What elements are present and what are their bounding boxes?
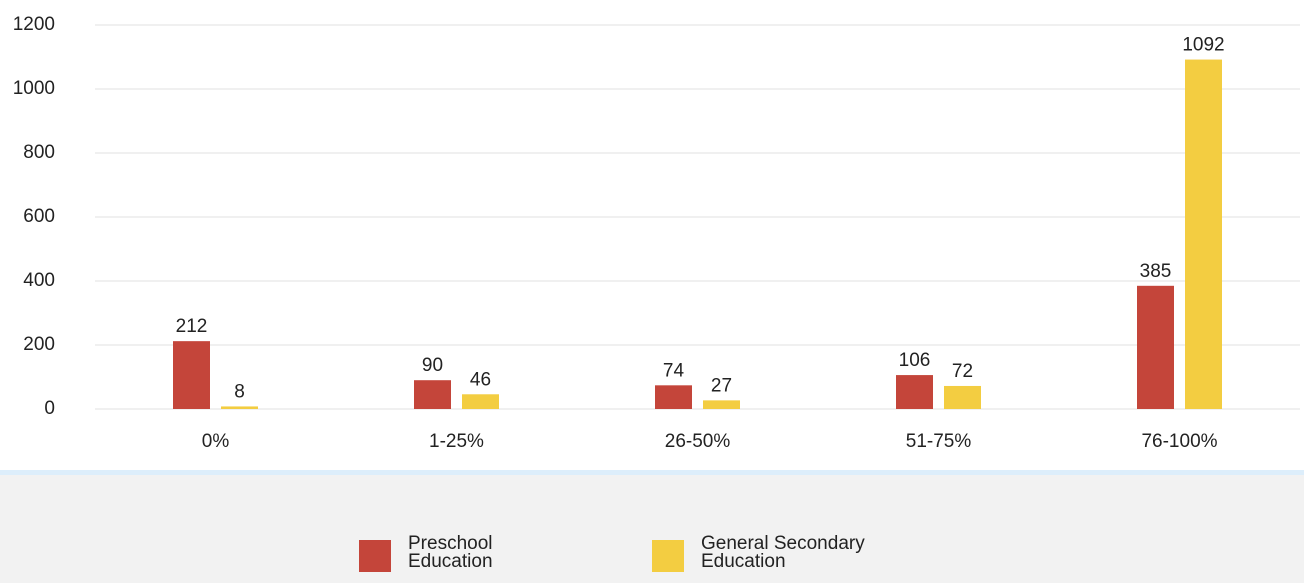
legend-swatch <box>652 540 684 572</box>
y-tick-label: 1000 <box>13 78 55 99</box>
bar <box>655 385 692 409</box>
value-label: 1092 <box>1182 35 1224 56</box>
value-label: 74 <box>663 360 685 381</box>
legend-item: General Secondary Education <box>652 533 911 572</box>
y-tick-label: 800 <box>23 142 55 163</box>
y-tick-label: 1200 <box>13 14 55 35</box>
bar <box>414 380 451 409</box>
bar <box>462 394 499 409</box>
value-label: 385 <box>1140 261 1172 282</box>
x-tick-label: 0% <box>202 431 230 452</box>
x-tick-label: 51-75% <box>906 431 972 452</box>
legend-label: General Secondary Education <box>701 533 865 572</box>
value-label: 27 <box>711 375 732 396</box>
value-label: 90 <box>422 355 443 376</box>
value-label: 106 <box>899 350 931 371</box>
y-tick-label: 400 <box>23 270 55 291</box>
x-tick-label: 26-50% <box>665 431 731 452</box>
value-label: 8 <box>234 381 245 402</box>
value-label: 212 <box>176 316 208 337</box>
y-tick-label: 600 <box>23 206 55 227</box>
bar <box>221 406 258 409</box>
legend-swatch <box>359 540 391 572</box>
value-label: 46 <box>470 369 491 390</box>
bar <box>703 400 740 409</box>
x-tick-label: 1-25% <box>429 431 484 452</box>
y-tick-label: 0 <box>44 398 55 419</box>
bar <box>173 341 210 409</box>
bar <box>1185 59 1222 410</box>
value-label: 72 <box>952 361 973 382</box>
legend: Preschool Education General Secondary Edu… <box>0 470 1304 583</box>
bar <box>1137 285 1174 409</box>
bar <box>944 385 981 409</box>
chart: 0 200 400 600 800 1000 1200 0% 212 8 1-25% 90 46 26-5… <box>13 14 1300 452</box>
y-tick-label: 200 <box>23 334 55 355</box>
legend-item: Preschool Education <box>359 533 528 572</box>
legend-label: Preschool Education <box>408 533 493 572</box>
bar <box>896 375 933 409</box>
x-tick-label: 76-100% <box>1141 431 1217 452</box>
